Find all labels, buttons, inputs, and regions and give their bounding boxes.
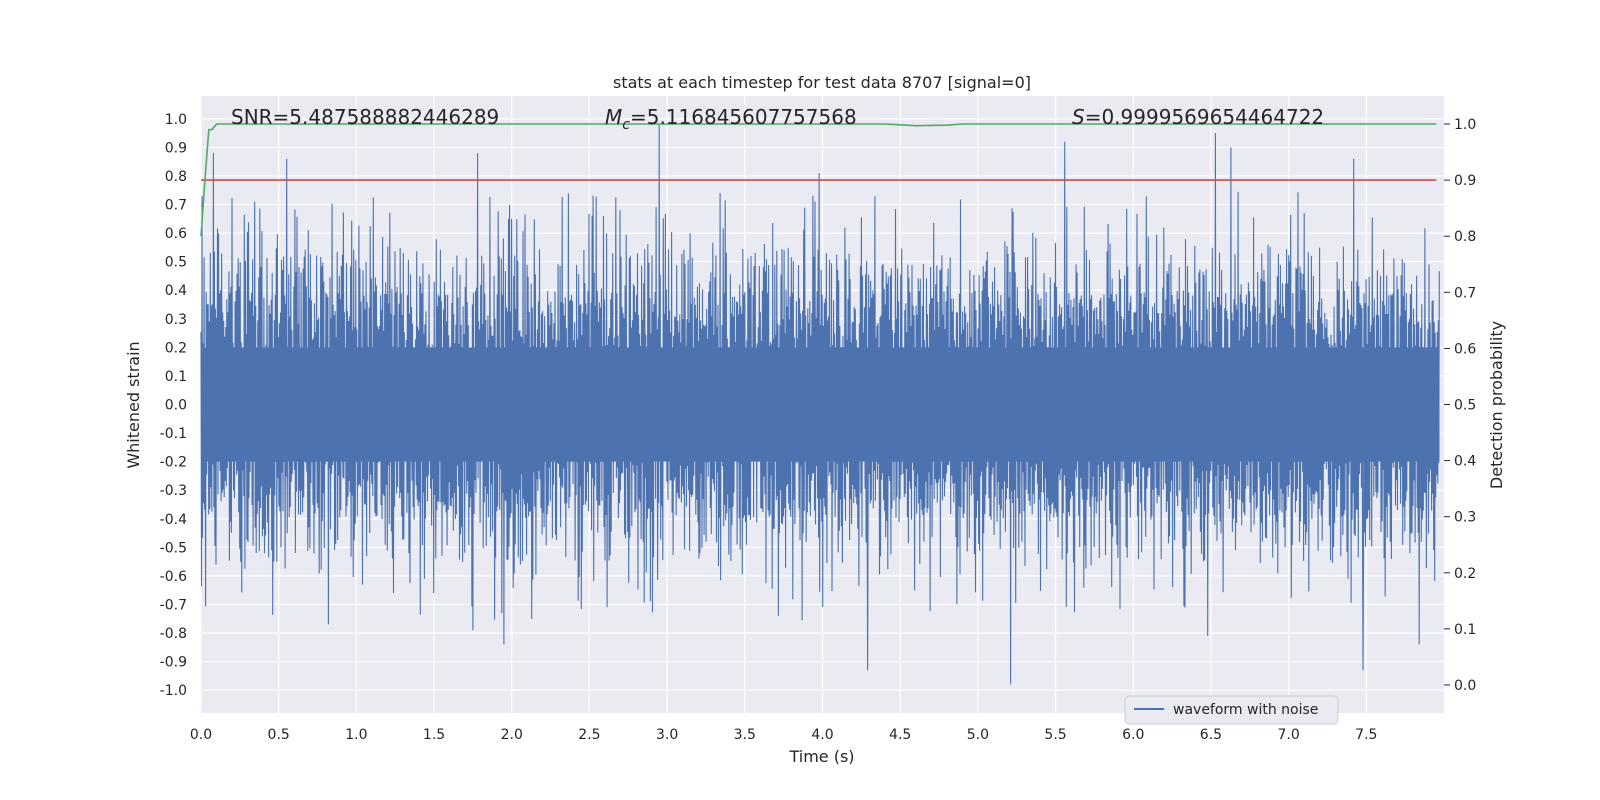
y-tick-label: -0.5 [160, 540, 187, 556]
y-tick-label: -0.4 [160, 512, 187, 528]
x-tick-label: 4.5 [889, 727, 911, 743]
y-tick-labels: 1.0 0.9 0.8 0.7 0.6 0.5 0.4 0.3 0.2 0.1 0.0 -0.1 -0.… [160, 112, 187, 699]
y-tick-label: 0.1 [165, 369, 187, 385]
waveform-with-noise-series [200, 124, 1440, 685]
y-tick-label: -0.6 [160, 569, 187, 585]
y-tick-label: -0.9 [160, 655, 187, 671]
y-tick-label: 0.2 [165, 340, 187, 356]
x-tick-label: 1.0 [345, 727, 367, 743]
y-tick-label: -0.3 [160, 483, 187, 499]
y-right-tick-label: 0.7 [1454, 285, 1476, 301]
x-tick-label: 7.0 [1277, 727, 1299, 743]
x-tick-label: 4.0 [811, 727, 833, 743]
chirp-mass-symbol: M [605, 105, 622, 129]
waveform-with-noise-line [200, 124, 1440, 685]
legend-label-waveform: waveform with noise [1173, 702, 1318, 718]
y-right-tick-label: 0.5 [1454, 398, 1476, 414]
s-symbol: S [1072, 105, 1085, 129]
y-right-tick-labels: 1.0 0.9 0.8 0.7 0.6 0.5 0.4 0.3 0.2 0.1 0.0 [1444, 117, 1476, 694]
y-tick-label: -0.7 [160, 597, 187, 613]
y-tick-label: 0.6 [165, 226, 187, 242]
y-right-tick-label: 0.1 [1454, 622, 1476, 638]
x-tick-label: 5.5 [1044, 727, 1066, 743]
y-tick-label: -0.2 [160, 455, 187, 471]
x-tick-label: 1.5 [423, 727, 445, 743]
x-tick-label: 6.0 [1122, 727, 1144, 743]
y-tick-label: 0.0 [165, 398, 187, 414]
y-right-axis-label: Detection probability [1487, 321, 1506, 489]
x-tick-label: 3.5 [734, 727, 756, 743]
s-value: =0.9999569654464722 [1085, 105, 1324, 129]
x-tick-labels: 0.0 0.5 1.0 1.5 2.0 2.5 3.0 3.5 4.0 4.5 5.0 5.5 6.0 6… [190, 727, 1378, 743]
y-tick-label: 0.4 [165, 283, 187, 299]
x-axis-label: Time (s) [788, 747, 854, 766]
x-tick-label: 0.5 [268, 727, 290, 743]
y-right-tick-label: 1.0 [1454, 117, 1476, 133]
chirp-mass-subscript: c [622, 117, 630, 133]
y-tick-label: 0.8 [165, 169, 187, 185]
x-tick-label: 6.5 [1200, 727, 1222, 743]
y-tick-label: -0.8 [160, 626, 187, 642]
y-right-tick-label: 0.6 [1454, 341, 1476, 357]
snr-annotation: SNR=5.487588882446289 [231, 105, 499, 129]
probability-series [200, 123, 1437, 237]
legend-box [1124, 695, 1339, 725]
x-tick-label: 3.0 [656, 727, 678, 743]
s-annotation: S=0.9999569654464722 [1072, 105, 1324, 129]
y-right-tick-label: 0.8 [1454, 229, 1476, 245]
x-tick-label: 0.0 [190, 727, 212, 743]
y-tick-label: 1.0 [165, 112, 187, 128]
y-axis-label: Whitened strain [124, 341, 143, 468]
chirp-mass-annotation: Mc=5.116845607757568 [605, 105, 857, 133]
x-tick-label: 2.5 [578, 727, 600, 743]
y-right-tick-label: 0.0 [1454, 678, 1476, 694]
y-tick-label: 0.9 [165, 140, 187, 156]
waveform-dense-band [201, 347, 1440, 462]
y-right-tick-label: 0.9 [1454, 173, 1476, 189]
detection-probability-line [200, 123, 1437, 237]
chart-title: stats at each timestep for test data 870… [613, 73, 1031, 92]
y-right-tick-label: 0.3 [1454, 510, 1476, 526]
y-right-tick-label: 0.2 [1454, 566, 1476, 582]
x-tick-label: 2.0 [501, 727, 523, 743]
legend: waveform with noise [1124, 695, 1339, 725]
y-right-tick-label: 0.4 [1454, 454, 1476, 470]
x-tick-label: 5.0 [967, 727, 989, 743]
y-tick-label: 0.3 [165, 312, 187, 328]
x-tick-label: 7.5 [1355, 727, 1377, 743]
chirp-mass-value: =5.116845607757568 [630, 105, 857, 129]
y-tick-label: -0.1 [160, 426, 187, 442]
y-tick-label: 0.5 [165, 255, 187, 271]
y-tick-label: -1.0 [160, 683, 187, 699]
y-tick-label: 0.7 [165, 198, 187, 214]
